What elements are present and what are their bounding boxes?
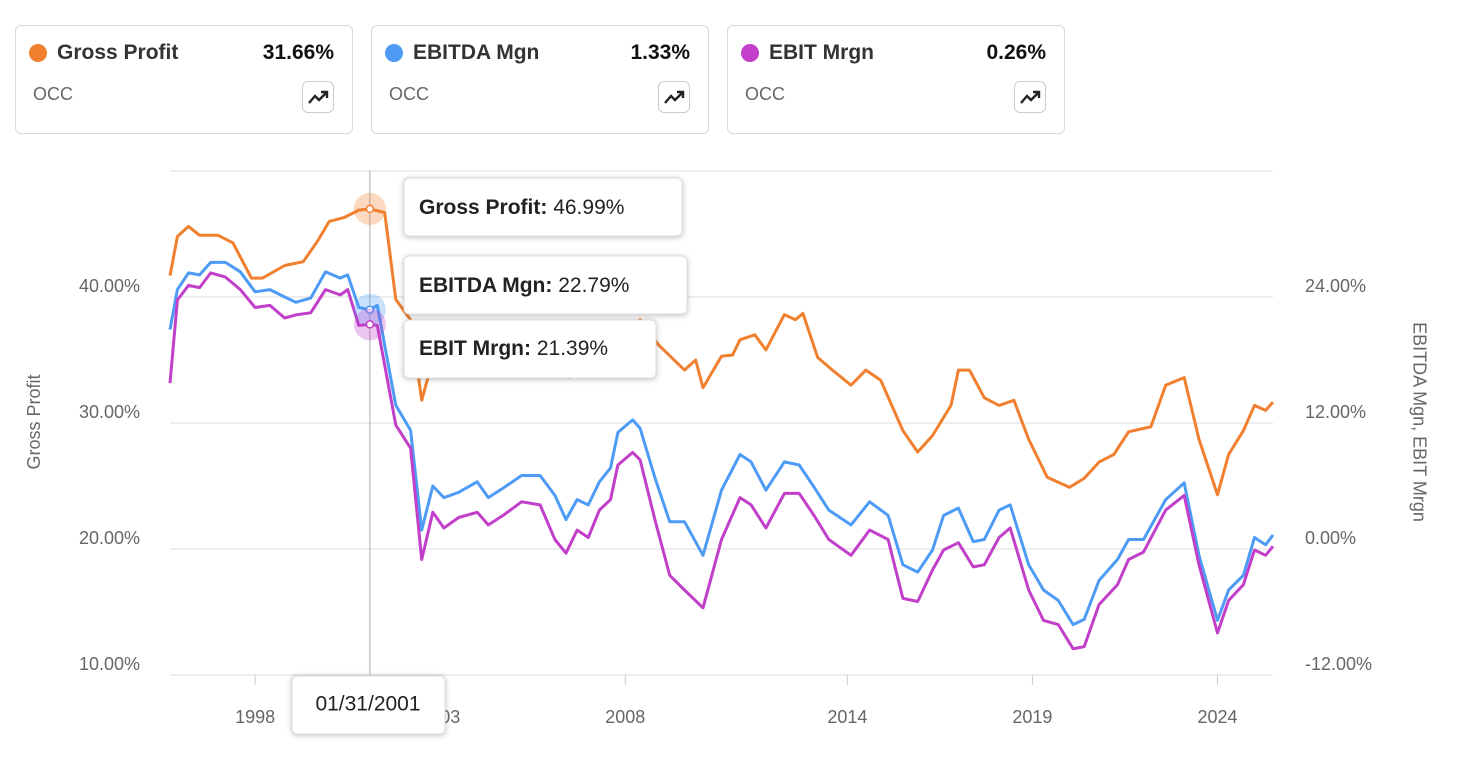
card-name: EBITDA Mgn: [413, 41, 540, 64]
y2-tick-label: -12.00%: [1305, 654, 1372, 674]
metric-card[interactable]: EBITDA Mgn 1.33% OCC: [371, 25, 709, 134]
hover-point: [365, 204, 375, 214]
y-tick-label: 40.00%: [79, 276, 140, 296]
svg-text:Gross Profit: 46.99%: Gross Profit: 46.99%: [419, 196, 624, 219]
metric-card[interactable]: EBIT Mrgn 0.26% OCC: [727, 25, 1065, 134]
chart-button[interactable]: [302, 81, 334, 113]
colon: :: [545, 274, 552, 297]
y2-tick-label: 12.00%: [1305, 402, 1366, 422]
card-value: 1.33%: [630, 41, 690, 64]
tooltip-value: 21.39%: [537, 337, 608, 360]
x-tick-label: 2008: [605, 707, 645, 727]
tooltip-value: 22.79%: [558, 274, 629, 297]
y2-axis-label: EBITDA Mgn, EBIT Mrgn: [1409, 322, 1429, 522]
y-tick-label: 30.00%: [79, 402, 140, 422]
x-tick-label: 1998: [235, 707, 275, 727]
tooltip-name: Gross Profit: [419, 196, 540, 219]
tooltip-ebitda: EBITDA Mgn: 22.79%: [403, 255, 688, 315]
svg-text:EBIT Mrgn: 21.39%: EBIT Mrgn: 21.39%: [419, 337, 608, 360]
card-name: Gross Profit: [57, 41, 179, 64]
chart-button[interactable]: [658, 81, 690, 113]
svg-text:EBITDA Mgn: 22.79%: EBITDA Mgn: 22.79%: [419, 274, 629, 297]
legend-dot: [741, 44, 759, 62]
card-ticker: OCC: [745, 84, 785, 104]
card-ticker: OCC: [33, 84, 73, 104]
x-tick-label: 2014: [827, 707, 867, 727]
tooltip-name: EBIT Mrgn: [419, 337, 524, 360]
card-value: 0.26%: [986, 41, 1046, 64]
series-line: [168, 260, 1275, 627]
series-line: [168, 207, 1275, 497]
series-line: [168, 271, 1275, 651]
legend-dot: [29, 44, 47, 62]
tooltip-name: EBITDA Mgn: [419, 274, 545, 297]
colon: :: [524, 337, 531, 360]
y-axis-label: Gross Profit: [24, 374, 44, 469]
tooltip-date: 01/31/2001: [291, 675, 446, 735]
y2-tick-label: 24.00%: [1305, 276, 1366, 296]
legend-dot: [385, 44, 403, 62]
colon: :: [540, 196, 547, 219]
hover-point: [365, 305, 375, 314]
tooltip-value: 46.99%: [553, 196, 624, 219]
y2-tick-label: 0.00%: [1305, 528, 1356, 548]
tooltip-ebit: EBIT Mrgn: 21.39%: [403, 319, 657, 379]
chart-button[interactable]: [1014, 81, 1046, 113]
tooltip-gross: Gross Profit: 46.99%: [403, 177, 683, 237]
hover-point: [365, 320, 375, 329]
x-tick-label: 2024: [1197, 707, 1237, 727]
tooltip-date-text: 01/31/2001: [315, 693, 420, 716]
y-tick-label: 20.00%: [79, 528, 140, 548]
card-name: EBIT Mrgn: [769, 41, 874, 64]
metric-card[interactable]: Gross Profit 31.66% OCC: [15, 25, 353, 134]
card-ticker: OCC: [389, 84, 429, 104]
x-tick-label: 2019: [1012, 707, 1052, 727]
card-value: 31.66%: [262, 41, 334, 64]
y-tick-label: 10.00%: [79, 654, 140, 674]
